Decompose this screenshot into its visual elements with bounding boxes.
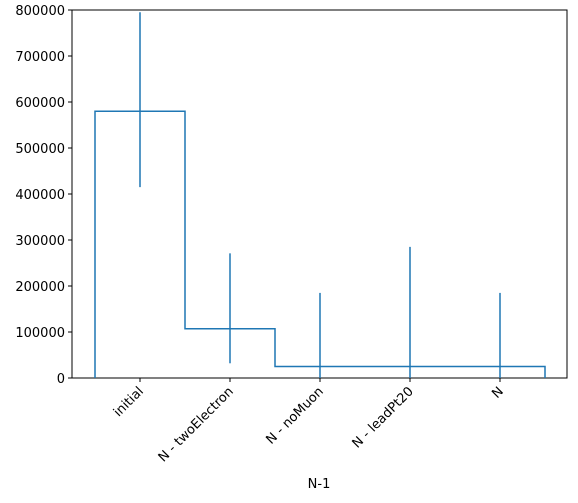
y-tick-label: 400000 — [15, 188, 65, 203]
x-tick-label: N - leadPt20 — [350, 384, 417, 451]
y-tick-label: 700000 — [15, 50, 65, 65]
y-tick-label: 800000 — [15, 4, 65, 19]
x-tick-label: N - twoElectron — [156, 384, 237, 465]
x-tick-label: N - noMuon — [264, 384, 327, 447]
y-tick-label: 500000 — [15, 142, 65, 157]
y-tick-label: 600000 — [15, 96, 65, 111]
x-tick-label: initial — [111, 384, 147, 420]
y-tick-label: 200000 — [15, 280, 65, 295]
x-tick-label: N — [489, 384, 506, 401]
y-tick-label: 0 — [57, 372, 65, 387]
y-tick-label: 300000 — [15, 234, 65, 249]
x-axis-label: N-1 — [308, 477, 331, 492]
y-tick-label: 100000 — [15, 326, 65, 341]
